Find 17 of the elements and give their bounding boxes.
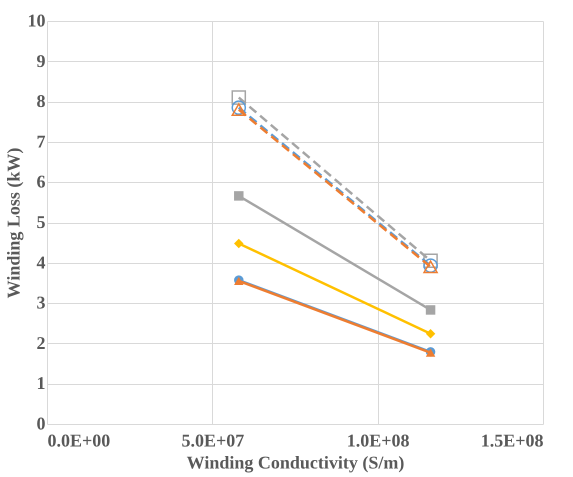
- y-tick-label: 4: [36, 252, 46, 272]
- y-tick-label: 7: [36, 131, 46, 152]
- y-tick-label: 8: [36, 91, 46, 112]
- y-tick-label: 0: [36, 414, 46, 434]
- x-tick-label: 5.0E+07: [181, 430, 244, 450]
- y-tick-label: 5: [36, 212, 46, 232]
- x-tick-label: 1.5E+08: [480, 430, 544, 450]
- x-axis-title: Winding Conductivity (S/m): [186, 452, 404, 472]
- y-tick-label: 9: [36, 50, 46, 71]
- x-tick-label: 0.0E+00: [48, 430, 110, 450]
- y-tick-label: 6: [36, 172, 46, 192]
- y-tick-label: 3: [36, 292, 46, 313]
- y-axis-title: Winding Loss (kW): [4, 148, 24, 298]
- y-tick-label: 2: [36, 332, 46, 353]
- y-tick-label: 10: [28, 10, 46, 30]
- y-tick-label: 1: [36, 373, 46, 394]
- x-tick-label: 1.0E+08: [346, 430, 410, 450]
